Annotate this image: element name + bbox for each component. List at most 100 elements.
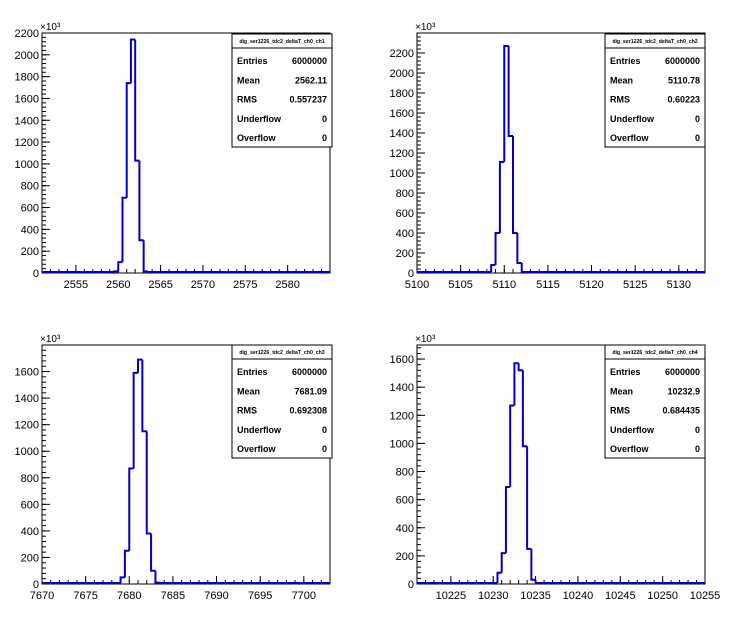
stats-value: 0 (695, 114, 700, 124)
histogram-bin (154, 570, 160, 584)
y-tick-label: 1200 (15, 420, 39, 432)
x-tick-label: 7685 (161, 590, 185, 602)
histogram-bin (520, 263, 527, 273)
stats-label: Mean (237, 386, 260, 396)
y-tick-label: 1400 (15, 115, 39, 127)
y-tick-label: 0 (33, 579, 39, 591)
x-tick-label: 7700 (292, 590, 316, 602)
stats-value: 10232.9 (667, 386, 700, 396)
x-tick-label: 7675 (73, 590, 97, 602)
stats-value: 6000000 (292, 367, 327, 377)
x-tick-label: 5125 (623, 279, 647, 291)
y-tick-label: 200 (21, 552, 39, 564)
y-multiplier-label: ×10³ (40, 22, 61, 33)
stats-label: Underflow (237, 425, 282, 435)
stats-value: 0 (322, 425, 327, 435)
y-tick-label: 1400 (390, 128, 414, 140)
stats-label: Entries (237, 56, 268, 66)
stats-value: 6000000 (292, 56, 327, 66)
x-tick-label: 5100 (405, 279, 429, 291)
stats-label: Entries (610, 56, 641, 66)
histogram-bin (138, 160, 144, 242)
stats-label: RMS (237, 95, 257, 105)
stats-title: dig_ser1226_tdc2_deltaT_ch0_ch2 (612, 39, 697, 45)
x-tick-label: 5120 (579, 279, 603, 291)
y-tick-label: 600 (396, 495, 414, 507)
y-tick-label: 200 (396, 248, 414, 260)
x-tick-label: 5105 (448, 279, 472, 291)
histogram-bin (119, 576, 125, 583)
x-tick-label: 7695 (248, 590, 272, 602)
histogram-bin (517, 363, 523, 372)
histogram-pad-4: 0 200 400 600 800 1000 1200 1400 1600 10225 10230 1… (390, 334, 721, 602)
histogram-bin (123, 549, 130, 578)
histogram-bin (146, 271, 153, 273)
y-tick-label: 1000 (15, 159, 39, 171)
histogram-bin (490, 264, 496, 272)
stats-value: 0 (322, 114, 327, 124)
histogram-bin (129, 38, 136, 84)
histogram-bin (500, 552, 506, 573)
histogram-bin (150, 533, 156, 572)
x-tick-label: 5110 (492, 279, 516, 291)
y-tick-label: 1600 (15, 367, 39, 379)
y-tick-label: 600 (396, 208, 414, 220)
stats-box: dig_ser1226_tdc2_deltaT_ch0_ch3 Entries 60… (231, 344, 333, 459)
y-tick-label: 0 (408, 268, 414, 280)
y-tick-label: 1600 (15, 93, 39, 105)
histogram-bin (132, 371, 138, 469)
histogram-bin (530, 548, 536, 581)
stats-label: Entries (610, 367, 641, 377)
x-tick-label: 10230 (478, 590, 509, 602)
histogram-bin (504, 485, 511, 554)
stats-label: RMS (610, 406, 630, 416)
y-tick-label: 400 (396, 228, 414, 240)
histogram-bin (141, 359, 147, 433)
stats-label: Mean (610, 386, 633, 396)
x-tick-label: 10250 (647, 590, 678, 602)
stats-title: dig_ser1226_tdc2_deltaT_ch0_ch4 (612, 350, 697, 356)
y-tick-label: 1000 (390, 168, 414, 180)
x-tick-label: 5115 (536, 279, 560, 291)
y-tick-label: 1000 (390, 438, 414, 450)
stats-value: 0 (695, 425, 700, 435)
histogram-bin (503, 45, 509, 162)
y-tick-label: 2000 (15, 50, 39, 62)
stats-box: dig_ser1226_tdc2_deltaT_ch0_ch1 Entries 60… (231, 33, 333, 148)
stats-title: dig_ser1226_tdc2_deltaT_ch0_ch1 (239, 39, 324, 45)
stats-label: Underflow (610, 425, 655, 435)
stats-value: 0 (322, 133, 327, 143)
histogram-bin (496, 571, 502, 583)
histogram-bin (145, 431, 152, 535)
y-tick-label: 1400 (390, 382, 414, 394)
stats-label: Overflow (237, 133, 277, 143)
x-tick-label: 7690 (204, 590, 228, 602)
x-tick-label: 2555 (64, 279, 88, 291)
stats-label: RMS (610, 95, 630, 105)
stats-label: Overflow (610, 133, 650, 143)
x-tick-label: 2560 (106, 279, 130, 291)
histogram-bin (121, 196, 127, 263)
histogram-bin (113, 270, 119, 273)
y-tick-label: 400 (21, 224, 39, 236)
x-tick-label: 10240 (563, 590, 594, 602)
stats-box-frame (604, 33, 706, 148)
y-tick-label: 1200 (390, 148, 414, 160)
histogram-bin (526, 446, 532, 550)
y-multiplier-label: ×10³ (415, 334, 436, 345)
stats-value: 0.684435 (662, 406, 700, 416)
histogram-bin (125, 82, 131, 198)
stats-value: 2562.11 (295, 75, 327, 85)
histogram-bin (498, 161, 505, 233)
histogram-bin (513, 362, 519, 406)
x-tick-label: 2565 (148, 279, 172, 291)
stats-value: 5110.78 (668, 75, 700, 85)
y-tick-label: 1200 (15, 137, 39, 149)
y-tick-label: 1800 (390, 88, 414, 100)
y-tick-label: 600 (21, 203, 39, 215)
y-tick-label: 800 (21, 473, 39, 485)
y-tick-label: 1600 (390, 108, 414, 120)
y-tick-label: 0 (33, 268, 39, 280)
stats-value: 0 (695, 133, 700, 143)
